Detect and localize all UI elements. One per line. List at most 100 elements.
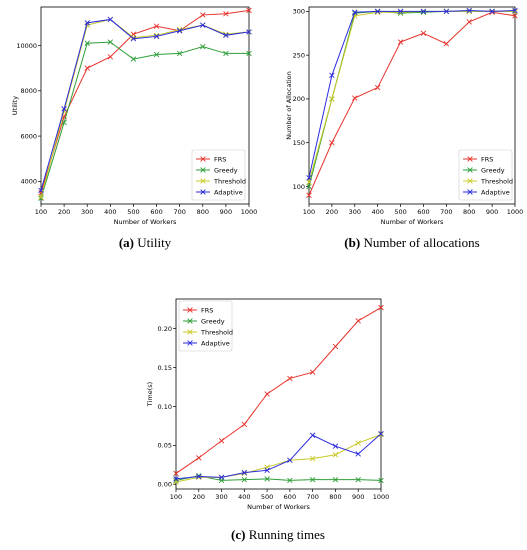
caption-label: (c) [231,527,245,542]
legend-label: FRS [201,306,213,314]
chart-caption: (a) Utility [119,235,172,250]
plot-frame [40,6,250,205]
y-tick-label: 10000 [16,42,37,50]
legend-label: FRS [214,155,226,163]
data-point [309,432,316,438]
data-point [61,119,67,126]
caption-text: Number of allocations [360,235,480,250]
caption-text: Running times [245,527,324,542]
data-point [309,476,316,483]
legend-label: Adaptive [201,339,230,347]
x-tick-label: 400 [104,208,116,216]
data-point [329,96,335,102]
data-point [107,16,114,23]
data-point [287,375,293,382]
data-point [466,8,472,15]
x-tick-label: 1000 [373,493,390,501]
data-point [512,7,518,14]
data-point [223,50,229,57]
data-point [84,40,90,46]
x-axis-label: Number of Workers [381,218,444,226]
x-tick-label: 600 [284,493,296,501]
data-point [332,476,339,483]
y-tick-label: 8000 [20,87,37,95]
x-tick-label: 300 [349,208,361,216]
data-point [153,33,160,40]
series-line [308,9,516,178]
series-adaptive [173,430,384,482]
data-point [309,369,316,375]
data-point [512,13,518,19]
data-point [489,9,495,15]
data-point [355,318,361,324]
y-tick-label: 250 [293,51,305,59]
series-line [175,433,382,480]
data-point [61,106,67,112]
data-point [355,440,361,446]
data-point [38,194,44,200]
y-tick-label: 4000 [20,178,37,186]
data-point [374,84,381,91]
data-point [378,430,384,437]
chart-caption: (b) Number of allocations [344,235,479,250]
x-tick-label: 600 [417,208,429,216]
data-point [223,11,229,17]
data-point [196,455,202,461]
x-tick-label: 700 [173,208,185,216]
data-point [512,8,518,15]
data-point [378,477,384,484]
data-point [355,451,361,457]
legend: FRS Greedy Threshold Adaptive [191,149,246,201]
legend-marker [467,178,473,184]
y-axis-label: Time(s) [146,382,154,407]
x-axis-label: Number of Workers [247,503,310,511]
legend: FRS Greedy Threshold Adaptive [178,300,233,352]
legend-item-threshold: Threshold [196,177,246,185]
legend-label: Adaptive [214,188,243,196]
series-line [40,9,250,193]
legend-marker [187,329,193,335]
series-line [40,41,249,199]
data-point [107,39,114,45]
series-line [175,434,382,483]
legend-item-greedy: Greedy [463,166,505,174]
y-tick-label: 300 [293,8,305,16]
x-tick-label: 1000 [507,208,524,216]
y-axis-label: Utility [11,96,19,115]
legend-marker [200,189,206,195]
legend-item-threshold: Threshold [183,328,233,336]
data-point [218,438,225,444]
data-point [200,12,206,18]
data-point [264,391,270,397]
y-axis-label: Number of Allocation [285,71,293,140]
y-tick-label: 0.00 [158,481,172,489]
data-point [241,421,248,428]
data-point [223,32,229,39]
x-axis-label: Number of Workers [114,218,177,226]
data-point [130,34,137,41]
data-point [176,28,183,34]
chart-c: 100 200 300 400 500 600 700 800 900 1000 0.00 0.05 0… [146,298,390,542]
data-point [443,41,450,47]
data-point [306,175,312,181]
data-point [223,31,229,37]
data-point [420,8,427,15]
data-point [309,455,316,462]
data-point [397,8,404,15]
data-point [332,343,339,350]
data-point [352,9,358,15]
caption-label: (a) [119,235,134,250]
x-tick-label: 100 [303,208,315,216]
legend-marker [200,178,206,184]
y-tick-label: 100 [293,183,305,191]
data-point [200,22,206,28]
x-tick-label: 500 [127,208,139,216]
series-line [175,307,382,474]
y-tick-label: 0.20 [158,325,172,333]
x-tick-label: 900 [486,208,498,216]
data-point [130,56,137,62]
x-tick-label: 600 [150,208,162,216]
x-tick-label: 100 [35,208,47,216]
data-point [443,8,450,15]
